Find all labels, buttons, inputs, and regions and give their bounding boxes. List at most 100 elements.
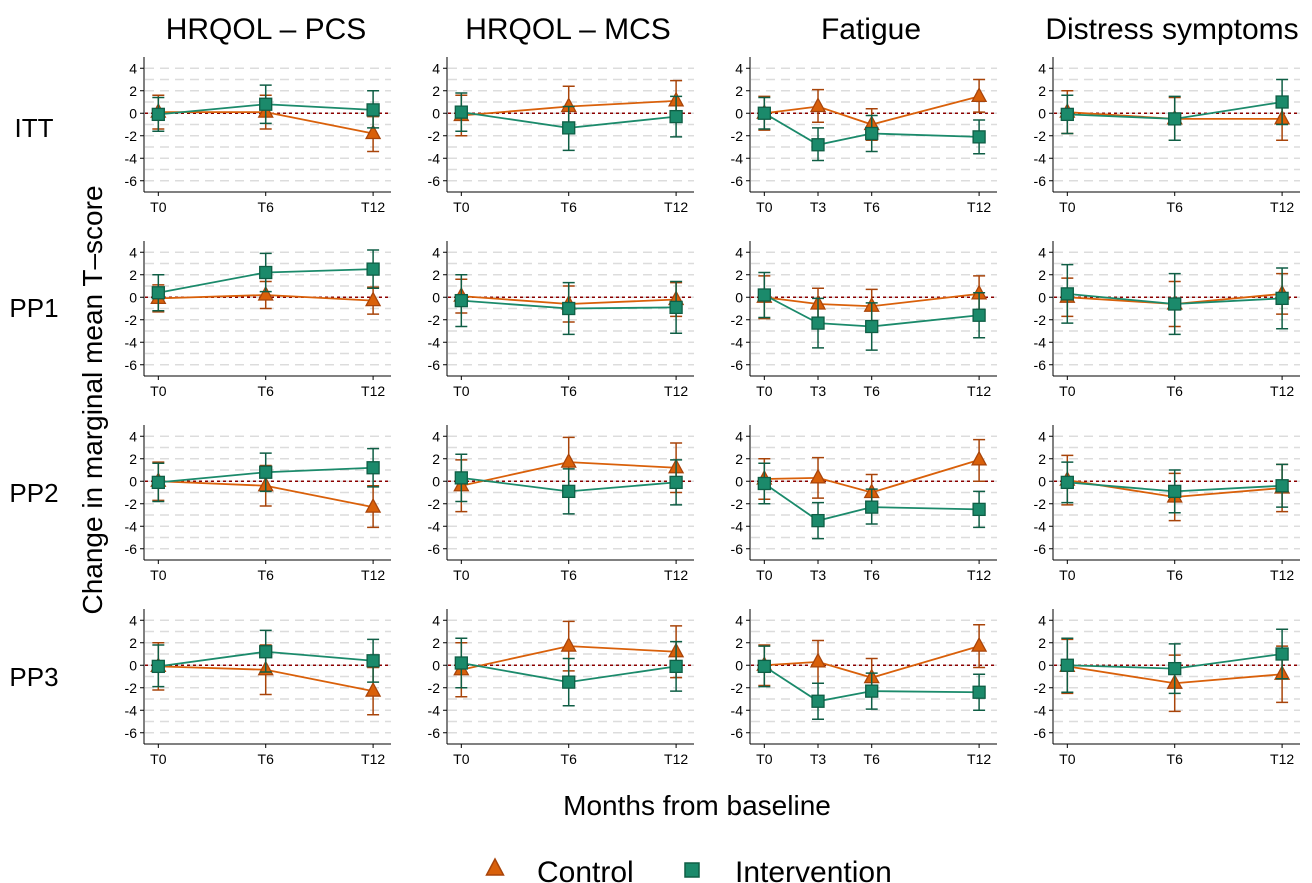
point-intervention bbox=[669, 300, 683, 315]
y-tick-label: -4 bbox=[1034, 702, 1047, 718]
legend-control-label: Control bbox=[537, 856, 634, 883]
point-intervention bbox=[669, 475, 683, 490]
point-intervention bbox=[151, 475, 165, 490]
x-tick-label: T12 bbox=[1270, 199, 1294, 215]
y-tick-label: -4 bbox=[428, 334, 441, 350]
y-tick-label: -2 bbox=[731, 496, 744, 512]
legend: Control Intervention bbox=[485, 856, 892, 883]
row-label-pp3: PP3 bbox=[9, 662, 58, 692]
y-tick-label: 0 bbox=[129, 657, 137, 673]
x-tick-label: T6 bbox=[258, 383, 275, 399]
point-intervention bbox=[366, 262, 380, 276]
panel-pp2-1: -6 -4 -2 0 2 4 T0 T6 T12 bbox=[428, 425, 694, 583]
x-tick-label: T6 bbox=[1167, 751, 1184, 767]
series-intervention bbox=[151, 84, 380, 132]
panel-pp2-2: -6 -4 -2 0 2 4 T0 T3 T6 T12 bbox=[731, 425, 997, 583]
x-tick-label: T12 bbox=[1270, 751, 1294, 767]
y-tick-label: -4 bbox=[428, 518, 441, 534]
point-intervention bbox=[1060, 658, 1074, 672]
series-intervention bbox=[454, 274, 683, 336]
y-tick-label: 4 bbox=[432, 244, 440, 260]
point-control bbox=[809, 468, 827, 484]
x-tick-label: T6 bbox=[258, 567, 275, 583]
point-intervention bbox=[454, 471, 468, 485]
y-tick-label: -4 bbox=[125, 702, 138, 718]
series-line-intervention bbox=[763, 482, 980, 522]
point-intervention bbox=[1275, 95, 1289, 109]
y-tick-label: -2 bbox=[731, 128, 744, 144]
y-tick-label: 0 bbox=[432, 657, 440, 673]
series-line-intervention bbox=[763, 294, 980, 328]
y-tick-label: 0 bbox=[432, 289, 440, 305]
x-tick-label: T6 bbox=[561, 383, 578, 399]
y-tick-label: -6 bbox=[1034, 173, 1047, 189]
y-tick-label: 4 bbox=[735, 428, 743, 444]
y-tick-label: 0 bbox=[735, 289, 743, 305]
y-tick-label: 4 bbox=[129, 612, 137, 628]
x-tick-label: T6 bbox=[864, 751, 881, 767]
point-intervention bbox=[1060, 287, 1074, 301]
point-intervention bbox=[562, 301, 576, 316]
y-tick-label: -6 bbox=[731, 357, 744, 373]
panel-pp3-1: -6 -4 -2 0 2 4 T0 T6 T12 bbox=[428, 609, 694, 767]
y-tick-label: -4 bbox=[428, 702, 441, 718]
series-intervention bbox=[454, 637, 683, 707]
point-intervention bbox=[151, 659, 165, 674]
panel-pp1-2: -6 -4 -2 0 2 4 T0 T3 T6 T12 bbox=[731, 241, 997, 399]
x-tick-label: T6 bbox=[561, 567, 578, 583]
x-tick-label: T0 bbox=[150, 751, 167, 767]
point-intervention bbox=[366, 461, 380, 475]
series-intervention bbox=[454, 453, 683, 515]
y-tick-label: 2 bbox=[1038, 451, 1046, 467]
y-tick-label: -2 bbox=[428, 128, 441, 144]
x-tick-label: T0 bbox=[453, 567, 470, 583]
point-intervention bbox=[757, 659, 771, 674]
panel-pp1-1: -6 -4 -2 0 2 4 T0 T6 T12 bbox=[428, 241, 694, 399]
series-intervention bbox=[757, 96, 986, 162]
x-tick-label: T0 bbox=[756, 567, 773, 583]
panel-itt-2: -6 -4 -2 0 2 4 T0 T3 T6 T12 bbox=[731, 57, 997, 215]
y-tick-label: -2 bbox=[731, 312, 744, 328]
panel-pp3-0: -6 -4 -2 0 2 4 T0 T6 T12 bbox=[125, 609, 391, 767]
y-tick-label: 0 bbox=[129, 105, 137, 121]
x-tick-label: T6 bbox=[1167, 383, 1184, 399]
row-label-itt: ITT bbox=[15, 113, 54, 143]
column-title-distress: Distress symptoms bbox=[1045, 13, 1298, 46]
series-line-control bbox=[764, 292, 980, 308]
point-intervention bbox=[1060, 107, 1074, 122]
y-tick-label: -4 bbox=[731, 334, 744, 350]
series-intervention bbox=[1060, 263, 1289, 336]
point-control bbox=[257, 285, 274, 301]
y-tick-label: 4 bbox=[129, 428, 137, 444]
y-tick-label: 2 bbox=[129, 635, 137, 651]
point-intervention bbox=[865, 684, 879, 698]
point-control bbox=[365, 124, 382, 140]
series-line-control bbox=[764, 95, 980, 126]
x-tick-label: T6 bbox=[864, 567, 881, 583]
y-tick-label: 2 bbox=[735, 451, 743, 467]
x-tick-label: T3 bbox=[810, 383, 827, 399]
point-intervention bbox=[1168, 112, 1182, 126]
point-intervention bbox=[259, 265, 273, 280]
y-tick-label: -4 bbox=[1034, 334, 1047, 350]
y-tick-label: -6 bbox=[428, 541, 441, 557]
point-intervention bbox=[811, 316, 825, 330]
panel-itt-1: -6 -4 -2 0 2 4 T0 T6 T12 bbox=[428, 57, 694, 215]
point-intervention bbox=[865, 126, 879, 141]
x-tick-label: T12 bbox=[361, 199, 385, 215]
y-tick-label: -4 bbox=[125, 150, 138, 166]
panel-pp2-3: -6 -4 -2 0 2 4 T0 T6 T12 bbox=[1034, 425, 1300, 583]
point-intervention bbox=[366, 103, 380, 117]
panel-pp1-0: -6 -4 -2 0 2 4 T0 T6 T12 bbox=[125, 241, 391, 399]
x-tick-label: T12 bbox=[664, 751, 688, 767]
x-tick-label: T0 bbox=[150, 383, 167, 399]
point-intervention bbox=[669, 659, 683, 674]
y-tick-label: -6 bbox=[428, 725, 441, 741]
x-tick-label: T12 bbox=[664, 567, 688, 583]
y-tick-label: 0 bbox=[129, 289, 137, 305]
legend-control-marker bbox=[485, 857, 505, 876]
y-tick-label: 2 bbox=[735, 635, 743, 651]
y-tick-label: -2 bbox=[1034, 496, 1047, 512]
y-tick-label: 4 bbox=[432, 60, 440, 76]
row-labels: ITT PP1 PP2 PP3 bbox=[9, 113, 58, 692]
